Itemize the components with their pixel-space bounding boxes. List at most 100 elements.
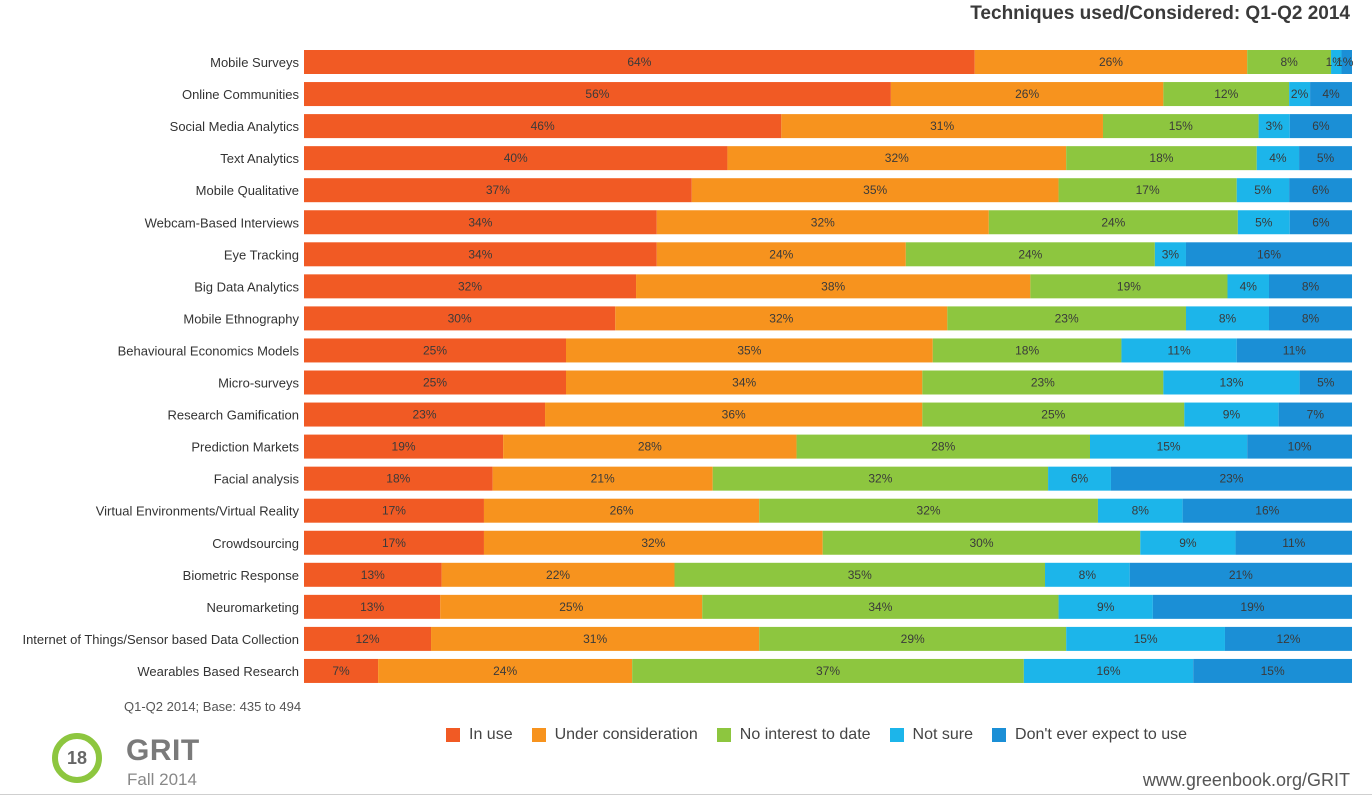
website-link[interactable]: www.greenbook.org/GRIT — [1142, 770, 1350, 790]
bar-segment — [1154, 242, 1186, 267]
legend-item: No interest to date — [716, 726, 871, 744]
bar-segment — [947, 306, 1186, 331]
data-label: 15% — [1134, 632, 1158, 646]
data-label: 37% — [816, 664, 840, 678]
data-label: 32% — [641, 536, 665, 550]
bar-segment — [304, 338, 566, 363]
bar-segment — [1289, 210, 1352, 235]
category-label: Behavioural Economics Models — [118, 343, 300, 358]
bar-segment — [1185, 242, 1352, 267]
page-number: 18 — [66, 747, 88, 768]
bar-segment — [440, 594, 703, 619]
category-label: Text Analytics — [220, 151, 299, 166]
data-label: 32% — [811, 215, 835, 229]
bar-segment — [1163, 82, 1290, 107]
data-label: 2% — [1291, 87, 1309, 101]
category-label: Facial analysis — [214, 472, 300, 487]
bar-segment — [304, 370, 566, 395]
bar-segment — [1048, 466, 1111, 491]
data-label: 30% — [969, 536, 993, 550]
data-label: 35% — [863, 183, 887, 197]
data-label: 32% — [868, 472, 892, 486]
bar-segment — [674, 562, 1046, 587]
data-label: 30% — [448, 311, 472, 325]
data-label: 17% — [1136, 183, 1160, 197]
bar-segment — [1163, 370, 1300, 395]
bar-segment — [1299, 146, 1352, 171]
bar-segment — [378, 658, 633, 683]
data-label: 4% — [1240, 279, 1258, 293]
bar-segment — [566, 370, 923, 395]
legend-swatch — [716, 728, 731, 742]
data-label: 24% — [1101, 215, 1125, 229]
bar-segment — [431, 626, 760, 651]
bar-segment — [1227, 274, 1269, 299]
data-label: 34% — [868, 600, 892, 614]
bar-segment — [1023, 658, 1194, 683]
bar-segment — [1030, 274, 1228, 299]
legend-label: Under consideration — [554, 726, 698, 743]
data-label: 32% — [917, 504, 941, 518]
data-label: 37% — [486, 183, 510, 197]
bar-segment — [1236, 338, 1352, 363]
bar-segment — [1258, 114, 1290, 139]
data-label: 34% — [732, 376, 756, 390]
data-label: 6% — [1312, 183, 1330, 197]
data-label: 64% — [627, 55, 651, 69]
data-label: 22% — [546, 568, 570, 582]
bar-segment — [545, 402, 923, 427]
data-label: 3% — [1162, 247, 1180, 261]
category-label: Wearables Based Research — [137, 664, 299, 679]
data-label: 34% — [468, 215, 492, 229]
bar-segment — [1045, 562, 1130, 587]
category-label: Virtual Environments/Virtual Reality — [96, 504, 300, 519]
bar-segment — [932, 338, 1122, 363]
bar-segment — [1341, 50, 1352, 74]
bar-segment — [503, 434, 797, 459]
category-label: Mobile Surveys — [210, 55, 299, 70]
bar-segment — [304, 210, 657, 235]
bar-segment — [1237, 210, 1290, 235]
data-label: 7% — [1307, 408, 1325, 422]
bar-segment — [1090, 434, 1248, 459]
data-label: 3% — [1266, 119, 1284, 133]
bar-segment — [632, 658, 1024, 683]
data-label: 23% — [1031, 376, 1055, 390]
data-label: 8% — [1302, 311, 1320, 325]
bar-segment — [1066, 626, 1225, 651]
data-label: 23% — [1055, 311, 1079, 325]
bar-segment — [1299, 370, 1352, 395]
data-label: 9% — [1097, 600, 1115, 614]
bar-segment — [304, 178, 692, 203]
data-label: 29% — [901, 632, 925, 646]
data-label: 32% — [769, 311, 793, 325]
category-label: Eye Tracking — [224, 247, 299, 262]
bar-segment — [1256, 146, 1300, 171]
legend-label: No interest to date — [739, 726, 871, 743]
category-label: Big Data Analytics — [194, 279, 299, 294]
bar-segment — [781, 114, 1103, 139]
bar-segment — [1066, 146, 1257, 171]
data-label: 40% — [504, 151, 528, 165]
bar-segment — [1058, 594, 1153, 619]
brand-edition: Fall 2014 — [127, 770, 197, 789]
category-label: Research Gamification — [168, 408, 300, 423]
bar-segment — [759, 626, 1067, 651]
bar-segment — [988, 210, 1238, 235]
data-label: 28% — [931, 440, 955, 454]
bar-segment — [1331, 50, 1342, 74]
bar-segment — [1102, 114, 1259, 139]
bar-segment — [304, 626, 432, 651]
bar-segment — [974, 50, 1248, 74]
data-label: 12% — [1276, 632, 1300, 646]
chart-title: Techniques used/Considered: Q1-Q2 2014 — [970, 3, 1350, 24]
data-label: 16% — [1257, 247, 1281, 261]
data-label: 19% — [1240, 600, 1264, 614]
category-label: Neuromarketing — [207, 600, 300, 615]
category-label: Prediction Markets — [191, 440, 299, 455]
bar-segment — [1235, 530, 1352, 555]
data-label: 35% — [737, 343, 761, 357]
data-label: 26% — [610, 504, 634, 518]
bar-segment — [304, 562, 442, 587]
data-label: 11% — [1168, 343, 1191, 357]
